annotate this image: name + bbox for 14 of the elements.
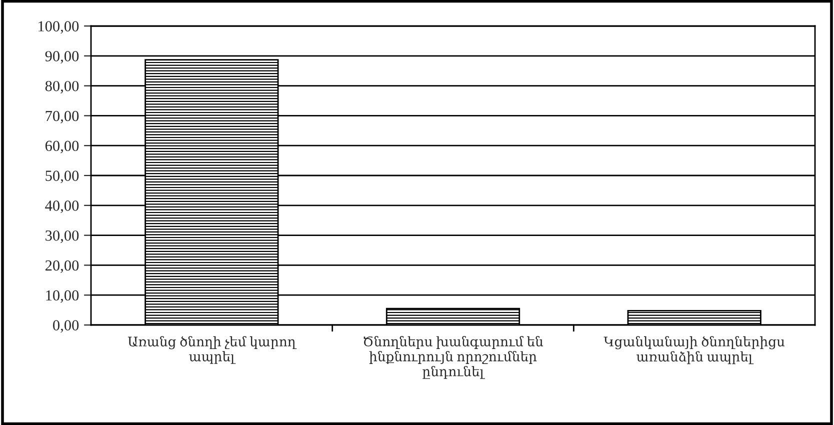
y-tick-label: 40,00 bbox=[45, 200, 79, 214]
y-tick-label: 100,00 bbox=[38, 21, 79, 34]
y-tick-label: 30,00 bbox=[46, 230, 79, 243]
y-tick-label: 20,00 bbox=[45, 260, 79, 273]
x-tick-label: Ծնողներս խանգարում են ինքնուրույն որոշումներ ընդունել bbox=[364, 336, 544, 379]
y-tick-label: 50,00 bbox=[46, 170, 79, 184]
y-tick-label: 60,00 bbox=[45, 140, 79, 154]
y-tick-label: 70,00 bbox=[46, 110, 79, 124]
y-tick-label: 0,00 bbox=[53, 320, 79, 333]
x-tick-label: Առանց ծնողի չեմ կարող ապրել bbox=[128, 336, 297, 364]
y-tick-label: 80,00 bbox=[45, 80, 79, 94]
y-tick-label: 90,00 bbox=[45, 51, 79, 64]
x-tick-label: Կցանկանայի ծնողներիցս առանձին ապրել bbox=[604, 336, 785, 364]
y-tick-label: 10,00 bbox=[46, 290, 79, 303]
